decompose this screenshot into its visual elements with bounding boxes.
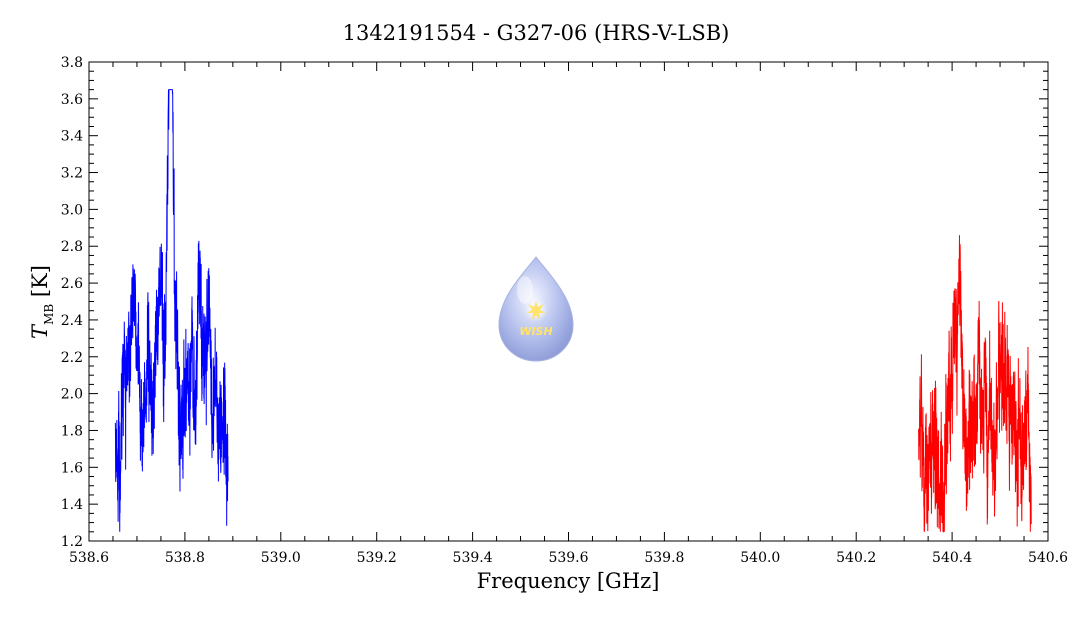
x-tick-label: 539.8: [644, 550, 684, 566]
y-axis-label-unit: [K]: [28, 265, 52, 304]
y-tick-label: 2.0: [61, 387, 83, 403]
wish-logo-text: WISH: [519, 325, 552, 338]
x-tick-label: 540.2: [836, 550, 876, 566]
y-tick-label: 1.8: [61, 423, 83, 439]
y-tick-label: 1.2: [61, 534, 83, 550]
x-tick-label: 539.2: [357, 550, 397, 566]
y-tick-label: 2.6: [61, 276, 83, 292]
x-tick-label: 540.6: [1028, 550, 1068, 566]
series-layer: [114, 89, 1032, 533]
x-tick-label: 539.0: [261, 550, 301, 566]
chart-title: 1342191554 - G327-06 (HRS-V-LSB): [343, 21, 730, 45]
x-tick-label: 540.0: [740, 550, 780, 566]
y-axis-label-sub: MB: [42, 304, 56, 325]
x-tick-label: 540.4: [932, 550, 972, 566]
y-tick-label: 1.4: [61, 497, 83, 513]
y-axis-label: TMB [K]: [28, 265, 56, 339]
series-line-red: [918, 235, 1032, 533]
y-axis: 1.2 1.4 1.6 1.8 2.0 2.2 2.4 2.6 2.8 3.0 3.2 3.4 3.6 3…: [61, 55, 1048, 550]
y-tick-label: 3.2: [61, 166, 83, 182]
y-tick-label: 2.2: [61, 350, 83, 366]
x-tick-label: 539.4: [453, 550, 493, 566]
y-tick-label: 1.6: [61, 460, 83, 476]
y-tick-label: 3.6: [61, 92, 83, 108]
x-axis: 538.6 538.8 539.0 539.2 539.4 539.6 539.8 540.0…: [69, 62, 1068, 566]
plot-frame: [88, 61, 1049, 542]
y-tick-label: 2.8: [61, 239, 83, 255]
x-tick-label: 539.6: [548, 550, 588, 566]
y-tick-label: 2.4: [61, 313, 83, 329]
y-tick-label: 3.8: [61, 55, 83, 71]
star-icon: [526, 301, 546, 320]
series-line-blue: [114, 89, 229, 532]
x-tick-label: 538.6: [69, 550, 109, 566]
x-tick-label: 538.8: [165, 550, 205, 566]
x-axis-label: Frequency [GHz]: [477, 569, 660, 593]
y-tick-label: 3.0: [61, 202, 83, 218]
y-tick-label: 3.4: [61, 129, 83, 145]
wish-logo: WISH: [498, 256, 574, 362]
y-axis-label-main: T: [28, 323, 52, 339]
